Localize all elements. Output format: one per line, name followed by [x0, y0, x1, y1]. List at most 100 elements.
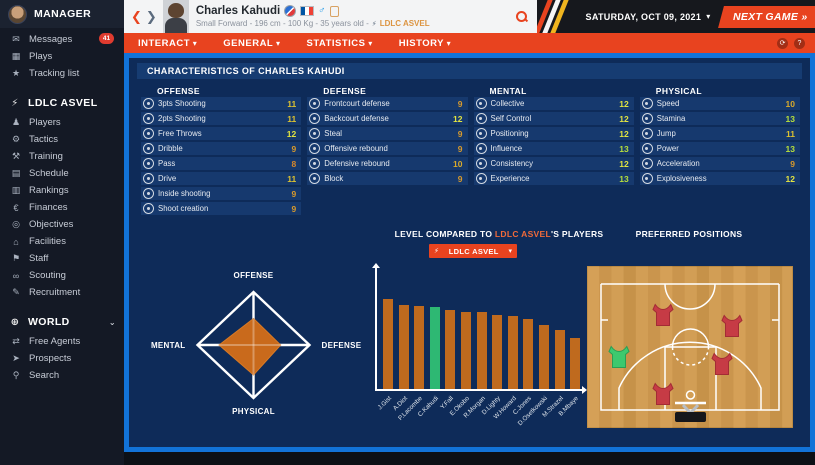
attribute-icon — [309, 113, 321, 124]
attribute-icon — [143, 158, 154, 169]
attribute-value: 10 — [785, 98, 795, 109]
sidebar-item-objectives[interactable]: ◎ Objectives — [0, 216, 124, 233]
attribute-label: Dribble — [158, 144, 183, 153]
player-level-bar — [523, 319, 534, 389]
sidebar-item-label: Rankings — [29, 185, 69, 196]
tactics-icon: ⚙ — [11, 134, 21, 144]
next-game-button[interactable]: NEXT GAME — [717, 5, 815, 28]
date-bar: SATURDAY, OCT 09, 2021 NEXT GAME — [537, 0, 815, 33]
x-axis — [375, 389, 585, 391]
sidebar-item-tracking-list[interactable]: ★ Tracking list — [0, 65, 124, 82]
attribute-label: Stamina — [656, 114, 686, 123]
attribute-label: Jump — [656, 129, 676, 138]
attribute-group-header: OFFENSE — [157, 85, 200, 96]
sync-icon[interactable]: ⟳ — [777, 37, 788, 49]
player-level-bar — [414, 306, 425, 389]
attribute-row: Consistency 12 — [473, 157, 634, 170]
player-level-bar — [398, 304, 409, 389]
sidebar-item-tactics[interactable]: ⚙ Tactics — [0, 131, 124, 148]
attribute-row: Experience 13 — [473, 172, 634, 185]
globe-icon: ⊕ — [10, 316, 20, 328]
attribute-value: 9 — [790, 158, 795, 169]
player-team-link[interactable]: LDLC ASVEL — [379, 19, 430, 28]
attribute-value: 9 — [291, 203, 297, 214]
sidebar-item-messages[interactable]: ✉ Messages 41 — [0, 31, 124, 48]
attribute-label: Block — [324, 174, 344, 183]
tab-interact[interactable]: INTERACT — [138, 38, 197, 49]
preferred-positions-title: PREFERRED POSITIONS — [635, 229, 743, 239]
radar-axis-label: OFFENSE — [234, 271, 274, 280]
bookmark-icon[interactable] — [329, 5, 339, 17]
player-level-bar — [445, 310, 456, 389]
basket-stand — [675, 412, 706, 422]
attribute-row: Dribble 9 — [141, 142, 302, 155]
male-gender-icon: ♂ — [318, 5, 326, 16]
attribute-value: 9 — [291, 188, 297, 199]
sidebar-item-schedule[interactable]: ▤ Schedule — [0, 165, 124, 182]
attribute-row: Drive 11 — [141, 172, 302, 185]
sidebar-item-finances[interactable]: € Finances — [0, 199, 124, 216]
tab-history[interactable]: HISTORY — [399, 38, 451, 49]
attribute-row: Free Throws 12 — [141, 127, 302, 140]
attribute-row: Offensive rebound 9 — [307, 142, 468, 155]
attribute-value: 12 — [453, 113, 463, 124]
player-level-bar — [429, 307, 440, 389]
radar-axis-label: MENTAL — [151, 341, 186, 350]
preferred-position-jersey-selected — [608, 345, 630, 368]
attribute-value: 9 — [457, 128, 463, 139]
sidebar-item-players[interactable]: ♟ Players — [0, 114, 124, 131]
tab-statistics[interactable]: STATISTICS — [306, 38, 372, 49]
forward-icon[interactable]: ❯ — [145, 9, 157, 24]
help-icon[interactable]: ? — [794, 37, 805, 49]
characteristics-grid: OFFENSE 3pts Shooting 11 2pts Shooting 11 Fre… — [141, 84, 800, 217]
radar-value-polygon — [218, 317, 282, 376]
attribute-value: 8 — [291, 158, 297, 169]
date-dropdown[interactable]: SATURDAY, OCT 09, 2021 — [586, 12, 711, 22]
player-level-bar — [539, 324, 549, 389]
tab-general[interactable]: GENERAL — [223, 38, 280, 49]
attribute-row: Frontcourt defense 9 — [307, 97, 468, 110]
attribute-row: Power 13 — [639, 142, 800, 155]
attribute-icon — [143, 113, 154, 124]
attribute-row: Jump 11 — [639, 127, 800, 140]
attribute-row: Speed 10 — [639, 97, 800, 110]
tracking-list-icon: ★ — [11, 68, 21, 78]
sidebar-item-label: Training — [29, 151, 63, 162]
attribute-value: 13 — [785, 143, 795, 154]
attribute-icon — [641, 128, 653, 139]
sidebar-item-rankings[interactable]: ▥ Rankings — [0, 182, 124, 199]
attribute-icon — [143, 143, 154, 154]
content-panel: CHARACTERISTICS OF CHARLES KAHUDI OFFENS… — [124, 53, 815, 452]
sidebar-item-staff[interactable]: ⚑ Staff — [0, 250, 124, 267]
attribute-value: 9 — [291, 143, 297, 154]
sidebar-item-prospects[interactable]: ➤ Prospects — [0, 350, 124, 367]
sidebar-item-plays[interactable]: ▦ Plays — [0, 48, 124, 65]
sidebar-item-manager[interactable]: MANAGER — [0, 0, 124, 28]
attribute-label: Drive — [158, 174, 177, 183]
finances-icon: € — [13, 202, 19, 213]
search-icon[interactable] — [515, 10, 529, 24]
sidebar-item-training[interactable]: ⚒ Training — [0, 148, 124, 165]
sidebar-item-facilities[interactable]: ⌂ Facilities — [0, 233, 124, 250]
sidebar-item-label: Schedule — [29, 168, 69, 179]
attribute-icon — [309, 158, 321, 169]
objectives-icon: ◎ — [12, 219, 20, 229]
sidebar-item-recruitment[interactable]: ✎ Recruitment — [0, 284, 124, 301]
rankings-icon: ▥ — [11, 185, 21, 195]
sidebar-item-label: Prospects — [29, 353, 72, 364]
sidebar-item-search[interactable]: ⚲ Search — [0, 367, 124, 384]
radar-axis-label: DEFENSE — [322, 341, 362, 350]
sidebar-item-scouting[interactable]: ∞ Scouting — [0, 267, 124, 284]
attribute-label: Influence — [490, 144, 523, 153]
team-select-dropdown[interactable]: ⚡ LDLC ASVEL ▾ — [429, 244, 517, 258]
sidebar-section-world[interactable]: ⊕ WORLD ⌄ — [0, 311, 124, 333]
training-icon: ⚒ — [11, 151, 21, 161]
attribute-value: 12 — [619, 113, 629, 124]
sidebar-item-free-agents[interactable]: ⇄ Free Agents — [0, 333, 124, 350]
sidebar-section-ldlc-asvel[interactable]: ⚡ LDLC ASVEL — [0, 92, 124, 114]
back-icon[interactable]: ❮ — [131, 9, 142, 24]
attribute-label: 2pts Shooting — [158, 114, 206, 123]
attribute-value: 9 — [457, 173, 463, 184]
team-lightning-icon: ⚡ — [371, 20, 377, 28]
player-level-bar — [554, 329, 565, 389]
